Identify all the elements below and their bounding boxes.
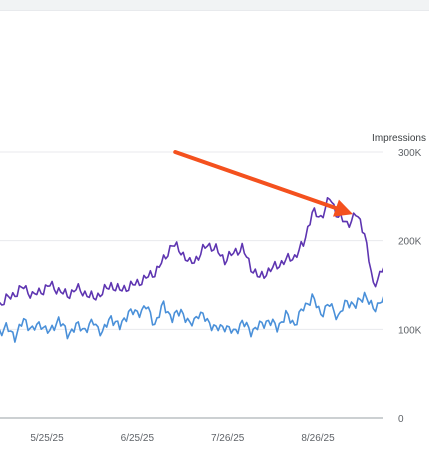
annotation-group — [173, 150, 353, 217]
top-strip — [0, 0, 429, 11]
grid — [0, 151, 383, 419]
series-group — [0, 197, 383, 343]
x-axis: 5/25/25 6/25/25 7/26/25 8/26/25 — [30, 433, 335, 444]
x-tick-label: 6/25/25 — [121, 433, 155, 444]
x-tick-label: 7/26/25 — [211, 433, 245, 444]
y-tick-label: 300K — [398, 148, 422, 159]
y-axis-label: Impressions — [372, 133, 426, 144]
y-axis: 0 100K 200K 300K — [398, 148, 422, 425]
y-tick-label: 0 — [398, 414, 404, 425]
series-line-1 — [0, 197, 383, 306]
y-tick-label: 100K — [398, 325, 422, 336]
annotation-arrow-shaft — [173, 150, 338, 211]
annotation-arrow-head — [333, 199, 353, 217]
series-line-2 — [0, 291, 383, 343]
x-tick-label: 5/25/25 — [30, 433, 64, 444]
y-tick-label: 200K — [398, 237, 422, 248]
x-tick-label: 8/26/25 — [301, 433, 335, 444]
